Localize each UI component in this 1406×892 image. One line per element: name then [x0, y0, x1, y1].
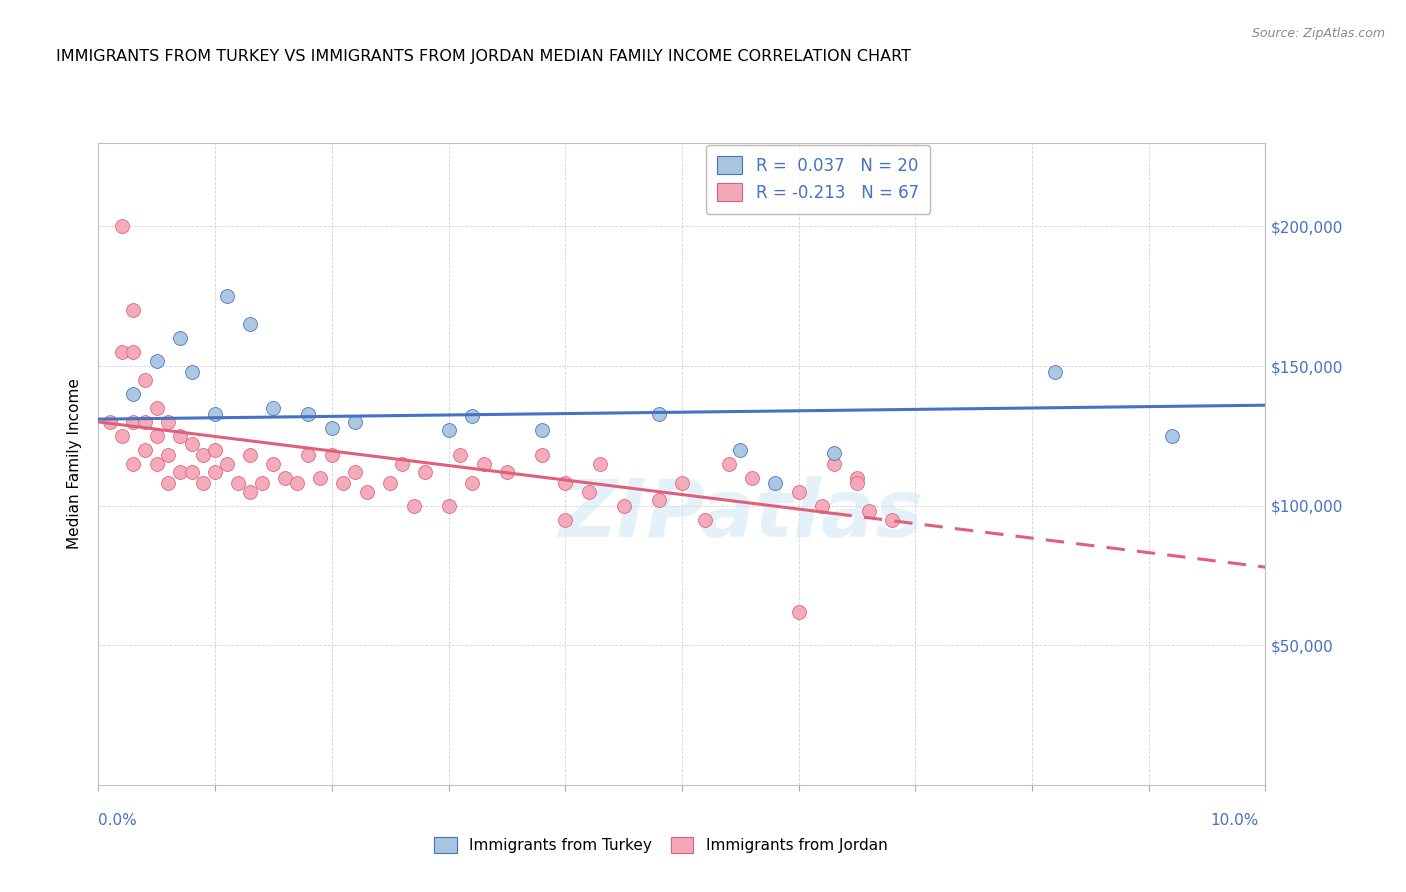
Point: [472, 457, 495, 471]
Point: [111, 429, 134, 443]
Point: [157, 476, 180, 491]
Point: [215, 289, 238, 303]
Point: [811, 499, 834, 513]
Point: [98, 415, 121, 429]
Point: [858, 504, 880, 518]
Text: IMMIGRANTS FROM TURKEY VS IMMIGRANTS FROM JORDAN MEDIAN FAMILY INCOME CORRELATIO: IMMIGRANTS FROM TURKEY VS IMMIGRANTS FRO…: [56, 49, 911, 64]
Legend: R =  0.037   N = 20, R = -0.213   N = 67: R = 0.037 N = 20, R = -0.213 N = 67: [706, 145, 931, 213]
Point: [146, 457, 169, 471]
Point: [169, 429, 191, 443]
Point: [437, 499, 460, 513]
Point: [823, 457, 845, 471]
Point: [413, 465, 436, 479]
Point: [134, 442, 156, 457]
Text: ZIPatlas: ZIPatlas: [558, 476, 922, 554]
Point: [180, 437, 202, 451]
Point: [449, 449, 471, 463]
Point: [787, 484, 810, 499]
Point: [204, 465, 226, 479]
Point: [437, 423, 460, 437]
Point: [495, 465, 517, 479]
Point: [530, 423, 553, 437]
Point: [204, 407, 226, 421]
Point: [1161, 429, 1184, 443]
Point: [239, 317, 262, 331]
Point: [530, 449, 553, 463]
Point: [111, 345, 134, 359]
Point: [344, 465, 367, 479]
Point: [193, 476, 215, 491]
Point: [1045, 365, 1067, 379]
Point: [215, 457, 238, 471]
Point: [461, 476, 484, 491]
Point: [589, 457, 612, 471]
Y-axis label: Median Family Income: Median Family Income: [67, 378, 83, 549]
Text: 0.0%: 0.0%: [98, 814, 138, 828]
Point: [647, 407, 669, 421]
Point: [845, 471, 868, 485]
Point: [180, 465, 202, 479]
Legend: Immigrants from Turkey, Immigrants from Jordan: Immigrants from Turkey, Immigrants from …: [430, 832, 891, 857]
Point: [250, 476, 273, 491]
Point: [157, 449, 180, 463]
Point: [671, 476, 693, 491]
Point: [262, 457, 284, 471]
Point: [741, 471, 763, 485]
Point: [193, 449, 215, 463]
Point: [461, 409, 484, 424]
Point: [823, 445, 845, 459]
Point: [122, 303, 145, 318]
Point: [122, 387, 145, 401]
Point: [285, 476, 308, 491]
Point: [309, 471, 332, 485]
Point: [880, 513, 903, 527]
Point: [146, 429, 169, 443]
Point: [554, 476, 576, 491]
Point: [122, 457, 145, 471]
Point: [391, 457, 413, 471]
Point: [647, 493, 669, 508]
Point: [122, 415, 145, 429]
Point: [239, 449, 262, 463]
Point: [228, 476, 250, 491]
Point: [169, 465, 191, 479]
Point: [204, 442, 226, 457]
Point: [157, 415, 180, 429]
Text: Source: ZipAtlas.com: Source: ZipAtlas.com: [1251, 27, 1385, 40]
Point: [297, 449, 319, 463]
Point: [321, 449, 343, 463]
Point: [378, 476, 402, 491]
Point: [239, 484, 262, 499]
Point: [612, 499, 634, 513]
Point: [356, 484, 378, 499]
Point: [763, 476, 786, 491]
Point: [146, 401, 169, 415]
Point: [134, 415, 156, 429]
Point: [717, 457, 740, 471]
Point: [787, 605, 810, 619]
Text: 10.0%: 10.0%: [1211, 814, 1258, 828]
Point: [297, 407, 319, 421]
Point: [169, 331, 191, 345]
Point: [134, 373, 156, 387]
Point: [402, 499, 425, 513]
Point: [262, 401, 284, 415]
Point: [122, 345, 145, 359]
Point: [146, 353, 169, 368]
Point: [180, 365, 202, 379]
Point: [332, 476, 354, 491]
Point: [344, 415, 367, 429]
Point: [695, 513, 717, 527]
Point: [111, 219, 134, 234]
Point: [728, 442, 751, 457]
Point: [845, 476, 868, 491]
Point: [274, 471, 297, 485]
Point: [578, 484, 600, 499]
Point: [554, 513, 576, 527]
Point: [321, 420, 343, 434]
